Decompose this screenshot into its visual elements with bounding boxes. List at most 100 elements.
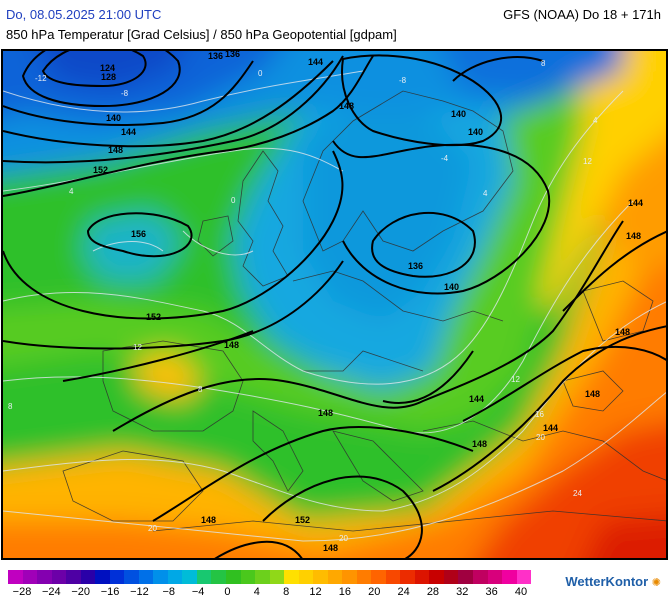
svg-text:140: 140 (468, 127, 483, 137)
svg-text:20: 20 (339, 534, 348, 543)
legend-tick-label: 24 (397, 586, 410, 598)
wetterkontor-logo[interactable]: WetterKontor ✺ (565, 574, 661, 589)
legend-swatch (8, 570, 23, 584)
legend-swatch (109, 570, 125, 584)
legend-swatch (51, 570, 67, 584)
legend-swatch (298, 570, 314, 584)
legend-swatch (502, 570, 517, 584)
svg-text:148: 148 (615, 327, 630, 337)
svg-text:24: 24 (573, 489, 582, 498)
legend-tick-label: 16 (338, 586, 351, 598)
legend-swatch (196, 570, 212, 584)
legend-swatch (255, 570, 270, 584)
svg-text:136: 136 (208, 51, 223, 61)
geopotential-labels: 124 128 136 140 144 148 152 156 136 140 … (93, 51, 643, 553)
legend-swatch (153, 570, 168, 584)
svg-text:0: 0 (258, 69, 263, 78)
legend-swatch (443, 570, 459, 584)
legend-tick-label: 20 (368, 586, 381, 598)
svg-text:148: 148 (339, 101, 354, 111)
svg-text:148: 148 (585, 389, 600, 399)
svg-text:144: 144 (121, 127, 136, 137)
legend-tick-label: −28 (12, 586, 32, 598)
legend-swatch (37, 570, 52, 584)
legend-tick-label: −12 (130, 586, 149, 598)
svg-text:-4: -4 (441, 154, 449, 163)
model-run-label: GFS (NOAA) Do 18 + 171h (503, 7, 661, 22)
svg-text:148: 148 (224, 340, 239, 350)
svg-text:-12: -12 (35, 74, 47, 83)
isotherms (3, 70, 666, 542)
svg-text:124: 124 (100, 63, 115, 73)
svg-text:4: 4 (593, 116, 598, 125)
star-burst-icon: ✺ (651, 577, 661, 589)
svg-text:148: 148 (472, 439, 487, 449)
chart-subtitle: 850 hPa Temperatur [Grad Celsius] / 850 … (6, 27, 397, 42)
coastlines (62, 90, 666, 532)
legend-tick-label: −20 (71, 586, 91, 598)
svg-text:140: 140 (106, 113, 121, 123)
svg-text:152: 152 (146, 312, 161, 322)
temperature-field (3, 51, 666, 558)
legend-tick-label: −16 (100, 586, 120, 598)
legend-tick-label: −24 (42, 586, 61, 598)
legend-swatch (95, 570, 110, 584)
legend-swatch (385, 570, 401, 584)
legend-tick-label: 40 (514, 586, 528, 598)
weather-map[interactable]: 124 128 136 140 144 148 152 156 136 140 … (1, 49, 668, 560)
svg-text:12: 12 (133, 343, 142, 352)
legend-swatch (313, 570, 328, 584)
svg-text:152: 152 (93, 165, 108, 175)
temperature-scale-ticks: −28 −24 −20 −16 −12 −8 −4 0 4 8 12 16 20 24 28 32 36 40 (0, 586, 560, 600)
svg-text:-8: -8 (399, 76, 407, 85)
legend-swatch (80, 570, 96, 584)
legend-swatch (22, 570, 38, 584)
svg-text:148: 148 (201, 515, 216, 525)
legend-swatch (356, 570, 372, 584)
legend-tick-label: 28 (426, 586, 440, 598)
svg-text:0: 0 (231, 196, 236, 205)
legend-swatch (516, 570, 532, 584)
svg-text:148: 148 (318, 408, 333, 418)
svg-text:148: 148 (108, 145, 123, 155)
legend-swatch (414, 570, 430, 584)
legend-swatch (240, 570, 256, 584)
svg-text:144: 144 (543, 423, 558, 433)
legend-tick-label: 32 (456, 586, 469, 598)
legend-swatch (225, 570, 241, 584)
svg-text:20: 20 (148, 524, 157, 533)
svg-text:4: 4 (483, 189, 488, 198)
legend-swatch (182, 570, 197, 584)
legend-swatch (269, 570, 285, 584)
svg-text:140: 140 (451, 109, 466, 119)
isotherm-labels: -12 -8 0 4 -8 -4 0 4 4 8 8 12 12 16 20 2… (8, 59, 598, 543)
svg-text:148: 148 (323, 543, 338, 553)
svg-text:156: 156 (131, 229, 146, 239)
svg-text:128: 128 (101, 72, 116, 82)
svg-text:12: 12 (511, 375, 520, 384)
legend-swatch (371, 570, 386, 584)
svg-text:16: 16 (535, 410, 544, 419)
legend-tick-label: 36 (485, 586, 498, 598)
legend-swatch (487, 570, 503, 584)
svg-text:144: 144 (628, 198, 643, 208)
svg-text:136: 136 (408, 261, 423, 271)
legend-swatch (66, 570, 81, 584)
legend-swatch (342, 570, 357, 584)
svg-text:8: 8 (541, 59, 546, 68)
geopotential-contours (3, 51, 666, 558)
forecast-datetime: Do, 08.05.2025 21:00 UTC (6, 7, 162, 22)
legend-swatch (124, 570, 139, 584)
svg-text:136: 136 (225, 51, 240, 59)
svg-text:12: 12 (583, 157, 592, 166)
temperature-color-scale (8, 570, 532, 584)
legend-swatch (400, 570, 415, 584)
svg-text:-8: -8 (121, 89, 129, 98)
legend-tick-label: 0 (224, 586, 231, 598)
legend-swatch (211, 570, 226, 584)
legend-tick-label: 4 (253, 586, 260, 598)
logo-text: WetterKontor (565, 574, 649, 589)
svg-text:8: 8 (8, 402, 13, 411)
legend-tick-label: −8 (162, 586, 176, 598)
svg-text:4: 4 (69, 187, 74, 196)
